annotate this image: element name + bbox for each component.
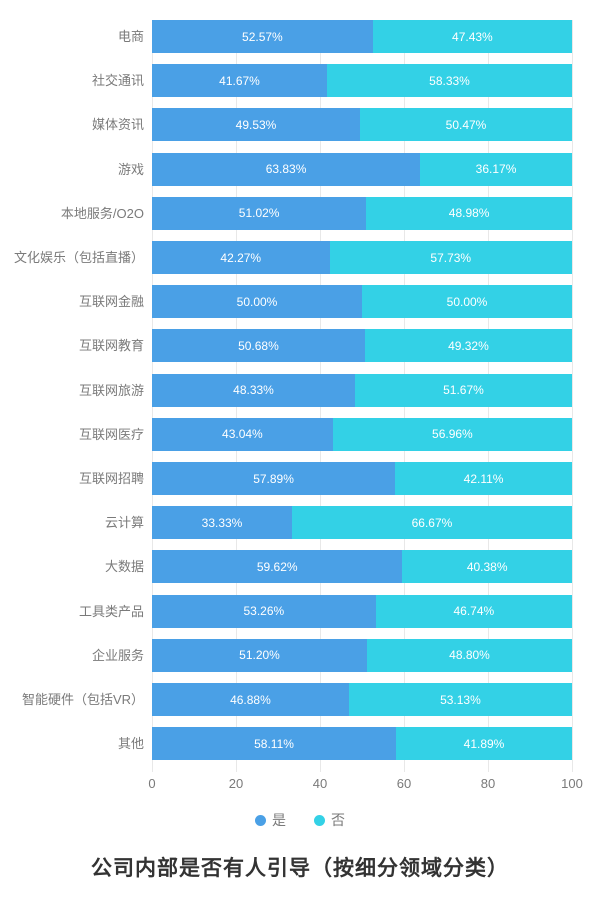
category-label: 互联网招聘 — [4, 462, 144, 495]
bar-segment-no: 56.96% — [333, 418, 572, 451]
bar-segment-yes: 50.68% — [152, 329, 365, 362]
legend-label-yes: 是 — [272, 810, 286, 830]
category-label: 文化娱乐（包括直播） — [4, 241, 144, 274]
bar-row: 59.62%40.38% — [152, 550, 572, 583]
bar-row: 53.26%46.74% — [152, 595, 572, 628]
bar-row: 51.02%48.98% — [152, 197, 572, 230]
bar-segment-yes: 58.11% — [152, 727, 396, 760]
category-label: 大数据 — [4, 550, 144, 583]
bar-segment-yes: 57.89% — [152, 462, 395, 495]
category-label: 互联网金融 — [4, 285, 144, 318]
bar-segment-yes: 33.33% — [152, 506, 292, 539]
legend-item-yes: 是 — [255, 810, 286, 830]
chart-title: 公司内部是否有人引导（按细分领域分类） — [0, 852, 600, 882]
bar-segment-no: 46.74% — [376, 595, 572, 628]
bar-segment-no: 51.67% — [355, 374, 572, 407]
category-label: 本地服务/O2O — [4, 197, 144, 230]
x-tick: 100 — [561, 776, 583, 791]
bar-segment-yes: 51.02% — [152, 197, 366, 230]
category-label: 其他 — [4, 727, 144, 760]
bar-row: 41.67%58.33% — [152, 64, 572, 97]
category-label: 游戏 — [4, 153, 144, 186]
x-axis: 020406080100 — [152, 776, 572, 796]
x-tick: 20 — [229, 776, 243, 791]
bar-row: 51.20%48.80% — [152, 639, 572, 672]
bar-segment-no: 36.17% — [420, 153, 572, 186]
bar-segment-no: 48.80% — [367, 639, 572, 672]
bar-segment-no: 50.00% — [362, 285, 572, 318]
bar-row: 50.68%49.32% — [152, 329, 572, 362]
bar-segment-no: 47.43% — [373, 20, 572, 53]
legend: 是 否 — [0, 810, 600, 830]
bar-segment-no: 66.67% — [292, 506, 572, 539]
bar-segment-no: 41.89% — [396, 727, 572, 760]
bar-segment-no: 40.38% — [402, 550, 572, 583]
x-tick: 60 — [397, 776, 411, 791]
bar-segment-no: 58.33% — [327, 64, 572, 97]
bar-row: 33.33%66.67% — [152, 506, 572, 539]
category-label: 智能硬件（包括VR） — [4, 683, 144, 716]
legend-swatch-yes — [255, 815, 266, 826]
bar-segment-no: 50.47% — [360, 108, 572, 141]
category-label: 社交通讯 — [4, 64, 144, 97]
bar-segment-yes: 63.83% — [152, 153, 420, 186]
bar-segment-yes: 41.67% — [152, 64, 327, 97]
bar-row: 50.00%50.00% — [152, 285, 572, 318]
x-tick: 0 — [148, 776, 155, 791]
bar-segment-yes: 59.62% — [152, 550, 402, 583]
bar-row: 57.89%42.11% — [152, 462, 572, 495]
bar-segment-yes: 50.00% — [152, 285, 362, 318]
category-label: 电商 — [4, 20, 144, 53]
legend-item-no: 否 — [314, 810, 345, 830]
category-label: 互联网教育 — [4, 329, 144, 362]
bar-segment-no: 53.13% — [349, 683, 572, 716]
bar-row: 42.27%57.73% — [152, 241, 572, 274]
category-label: 工具类产品 — [4, 595, 144, 628]
bar-segment-yes: 49.53% — [152, 108, 360, 141]
legend-label-no: 否 — [331, 810, 345, 830]
bar-row: 58.11%41.89% — [152, 727, 572, 760]
bar-row: 63.83%36.17% — [152, 153, 572, 186]
bar-segment-yes: 42.27% — [152, 241, 330, 274]
x-tick: 40 — [313, 776, 327, 791]
bar-segment-no: 48.98% — [366, 197, 572, 230]
category-label: 云计算 — [4, 506, 144, 539]
category-label: 企业服务 — [4, 639, 144, 672]
gridline — [572, 20, 573, 772]
bar-segment-no: 42.11% — [395, 462, 572, 495]
bar-segment-no: 57.73% — [330, 241, 572, 274]
bar-segment-yes: 43.04% — [152, 418, 333, 451]
bar-segment-yes: 48.33% — [152, 374, 355, 407]
legend-swatch-no — [314, 815, 325, 826]
bar-row: 48.33%51.67% — [152, 374, 572, 407]
category-label: 互联网旅游 — [4, 374, 144, 407]
bar-segment-yes: 46.88% — [152, 683, 349, 716]
category-label: 媒体资讯 — [4, 108, 144, 141]
category-label: 互联网医疗 — [4, 418, 144, 451]
x-tick: 80 — [481, 776, 495, 791]
bar-segment-yes: 51.20% — [152, 639, 367, 672]
bar-segment-yes: 53.26% — [152, 595, 376, 628]
bar-row: 52.57%47.43% — [152, 20, 572, 53]
bar-row: 49.53%50.47% — [152, 108, 572, 141]
bar-row: 46.88%53.13% — [152, 683, 572, 716]
chart-container: 电商52.57%47.43%社交通讯41.67%58.33%媒体资讯49.53%… — [0, 0, 600, 901]
bar-segment-no: 49.32% — [365, 329, 572, 362]
bar-segment-yes: 52.57% — [152, 20, 373, 53]
bar-row: 43.04%56.96% — [152, 418, 572, 451]
